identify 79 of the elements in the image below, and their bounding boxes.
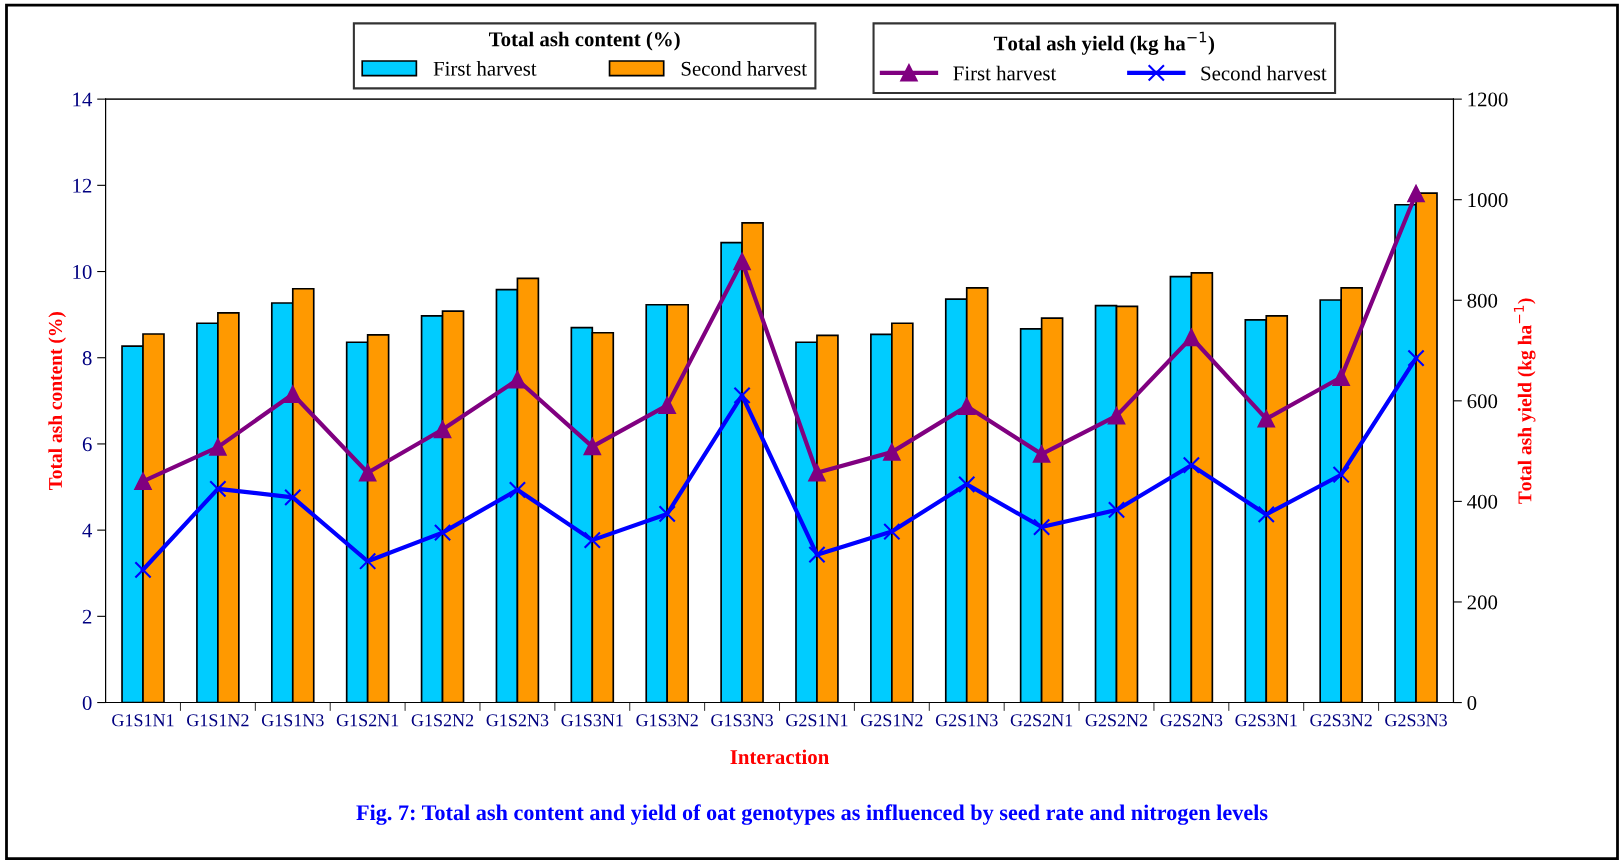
- legend-label: Second harvest: [681, 61, 807, 76]
- point: [733, 252, 751, 271]
- point: [1257, 505, 1275, 524]
- point: [1032, 518, 1051, 536]
- x-tick-label: G1S1N1: [112, 714, 174, 727]
- y2-tick-label: 600: [1467, 394, 1498, 409]
- text: Total ash yield (kg ha$^{−1}$): [1513, 298, 1536, 504]
- x-tick-label: G2S2N3: [1160, 714, 1223, 727]
- legend-label: Second harvest: [1201, 65, 1327, 81]
- point: [583, 437, 601, 456]
- x-tick-label: G1S3N2: [636, 714, 698, 727]
- point: [508, 371, 527, 389]
- y-tick-label: 8: [82, 351, 92, 366]
- point: [1407, 184, 1425, 203]
- point: [1032, 445, 1051, 463]
- point: [1107, 501, 1126, 519]
- point: [134, 472, 152, 490]
- x-tick-label: G2S3N1: [1235, 714, 1297, 727]
- legend-label: First harvest: [953, 65, 1057, 81]
- point: [209, 480, 227, 498]
- point: [808, 464, 826, 482]
- point: [1182, 328, 1201, 347]
- point: [284, 385, 302, 403]
- y2-axis-title: Total ash yield (kg ha$^{−1}$): [993, 31, 1215, 55]
- point: [1332, 466, 1350, 484]
- point: [583, 531, 601, 549]
- y2-tick-label: 1000: [1468, 193, 1508, 208]
- x-tick-label: G1S1N3: [261, 714, 324, 727]
- x-axis-title: Interaction: [730, 749, 829, 765]
- point: [883, 443, 901, 461]
- x-tick-label: G2S3N2: [1310, 714, 1372, 727]
- x-tick-label: G2S3N3: [1385, 714, 1447, 727]
- point: [1332, 368, 1350, 386]
- x-tick-label: G1S2N3: [486, 714, 549, 727]
- x-tick-label: G2S1N2: [860, 714, 923, 727]
- point: [808, 546, 826, 564]
- x-tick-label: G1S3N3: [711, 714, 773, 727]
- y-tick-label: 12: [73, 178, 92, 193]
- y-tick-label: 0: [82, 695, 92, 710]
- point: [1107, 407, 1126, 425]
- y-tick-label: 10: [73, 264, 92, 279]
- x-tick-label: G1S1N2: [187, 714, 249, 727]
- x-tick-label: G2S1N3: [935, 714, 998, 727]
- point: [958, 397, 976, 416]
- point: [1407, 349, 1425, 367]
- point: [658, 396, 676, 415]
- y2-tick-label: 200: [1467, 595, 1498, 610]
- point: [1257, 410, 1275, 428]
- x-tick-label: G2S2N1: [1010, 714, 1073, 727]
- y2-tick-label: 400: [1467, 494, 1498, 509]
- point: [358, 552, 377, 570]
- point: [284, 488, 302, 507]
- x-tick-label: G2S1N1: [786, 714, 848, 727]
- point: [1182, 456, 1201, 474]
- y-tick-label: 4: [82, 523, 93, 538]
- y2-tick-label: 1200: [1468, 92, 1508, 107]
- point: [433, 420, 452, 439]
- caption: Fig. 7: Total ash content and yield of oat genotypes as influenced by seed rate and nitrogen levels: [356, 804, 1268, 825]
- point: [209, 438, 227, 456]
- point: [958, 475, 976, 493]
- legend-label: First harvest: [433, 61, 537, 76]
- y-tick-label: 14: [73, 92, 93, 107]
- text: Total ash content (%): [488, 31, 680, 51]
- point: [883, 522, 901, 541]
- point: [508, 481, 527, 499]
- x-tick-label: G1S2N2: [411, 714, 474, 727]
- point: [733, 386, 751, 404]
- point: [134, 561, 152, 579]
- x-tick-label: G1S3N1: [561, 714, 623, 727]
- y2-tick-label: 800: [1467, 293, 1498, 308]
- y-tick-label: 6: [82, 437, 92, 452]
- y2-tick-label: 0: [1467, 695, 1477, 710]
- y-tick-label: 2: [82, 609, 92, 624]
- x-tick-label: G1S2N1: [336, 714, 399, 727]
- point: [358, 464, 377, 482]
- y-axis-title: Total ash content (%): [48, 312, 66, 491]
- x-tick-label: G2S2N2: [1085, 714, 1148, 727]
- point: [433, 523, 452, 542]
- point: [658, 505, 676, 523]
